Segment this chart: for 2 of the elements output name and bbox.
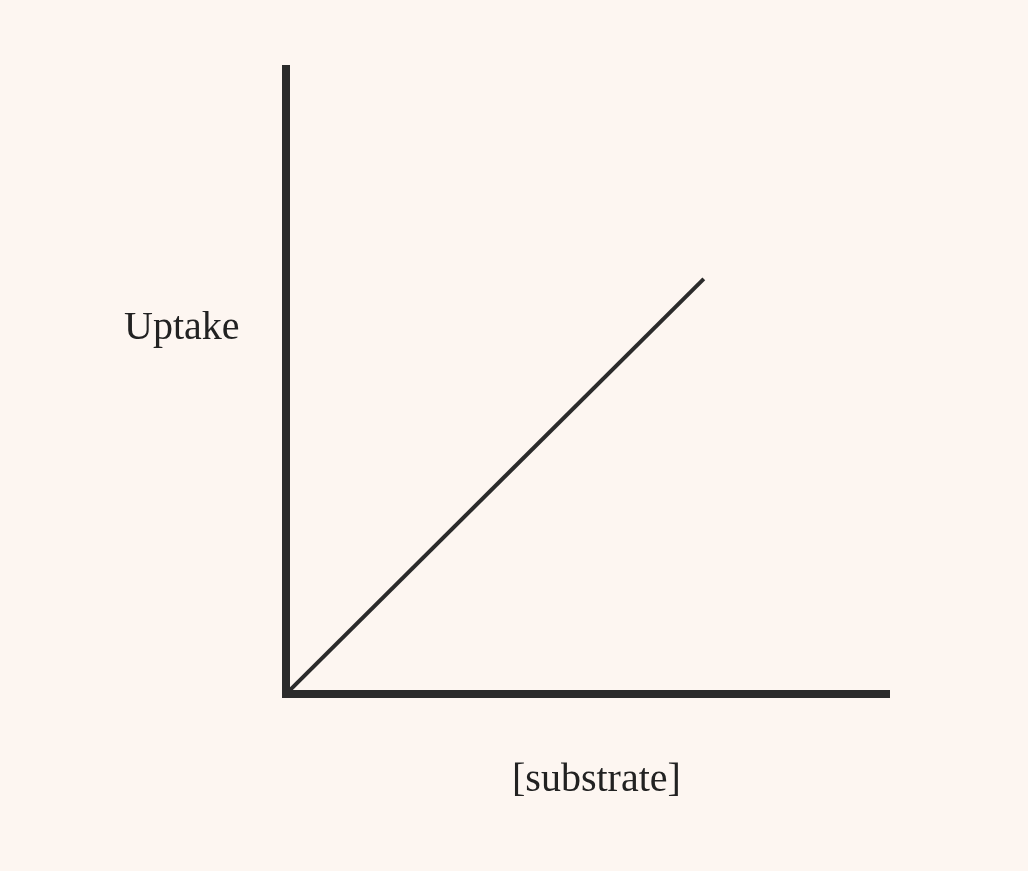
x-axis-title: [substrate] [512, 755, 681, 800]
y-axis-title: Uptake [124, 303, 240, 348]
